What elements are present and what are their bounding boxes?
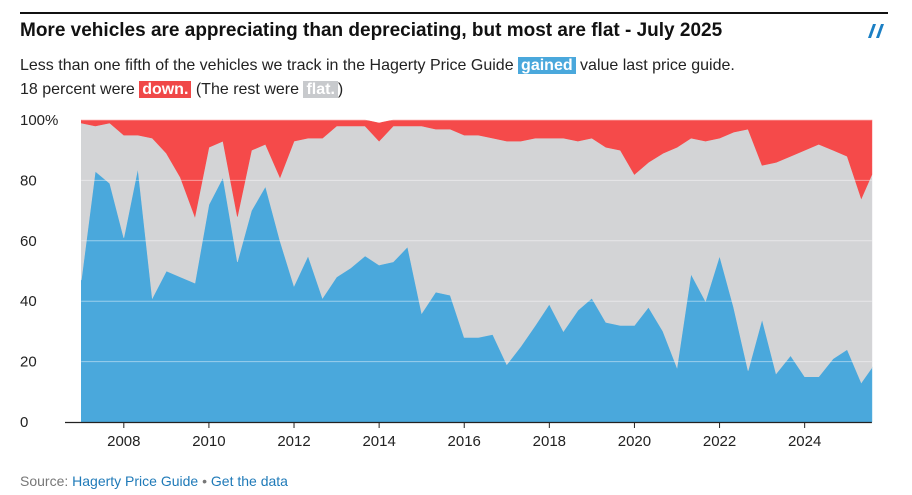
- stacked-area-chart: 0 20 40 60 80 100% 2008 2010 2012 2014 2016 2018 202…: [20, 112, 873, 450]
- subtitle-text-2: value last price guide.: [575, 57, 735, 74]
- flat-highlight: flat.: [303, 81, 338, 98]
- x-tick-label: 2008: [107, 433, 140, 450]
- y-tick-label: 20: [20, 354, 37, 371]
- get-the-data-link[interactable]: Get the data: [210, 473, 288, 489]
- source-label: Source:: [20, 473, 73, 489]
- x-tick-label: 2014: [362, 433, 395, 450]
- source-link[interactable]: Hagerty Price Guide: [72, 473, 199, 489]
- subtitle-text-1: Less than one fifth of the vehicles we t…: [20, 57, 519, 74]
- x-tick-label: 2010: [192, 433, 225, 450]
- x-tick-label: 2020: [618, 433, 651, 450]
- datawrapper-logo-icon: [868, 24, 886, 43]
- subtitle-text-5: ): [337, 81, 344, 98]
- y-tick-label: 60: [20, 233, 37, 250]
- subtitle-text-3: 18 percent were: [20, 81, 140, 98]
- y-tick-label: 100%: [20, 112, 58, 129]
- source-line: Source: Hagerty Price Guide • Get the da…: [20, 473, 288, 489]
- chart-title: More vehicles are appreciating than depr…: [20, 20, 723, 41]
- series-area-down: [81, 119, 873, 218]
- source-separator: •: [198, 473, 211, 489]
- chart-subtitle: Less than one fifth of the vehicles we t…: [20, 54, 880, 102]
- x-tick-label: 2018: [533, 433, 566, 450]
- y-tick-label: 0: [20, 414, 28, 431]
- x-tick-label: 2012: [277, 433, 310, 450]
- down-highlight: down.: [139, 81, 192, 98]
- subtitle-text-4: (The rest were: [191, 81, 304, 98]
- y-tick-label: 80: [20, 172, 37, 189]
- y-tick-label: 40: [20, 293, 37, 310]
- top-rule: [20, 12, 888, 14]
- gained-highlight: gained: [518, 57, 576, 74]
- x-tick-label: 2022: [703, 433, 736, 450]
- x-tick-label: 2024: [788, 433, 821, 450]
- x-tick-label: 2016: [448, 433, 481, 450]
